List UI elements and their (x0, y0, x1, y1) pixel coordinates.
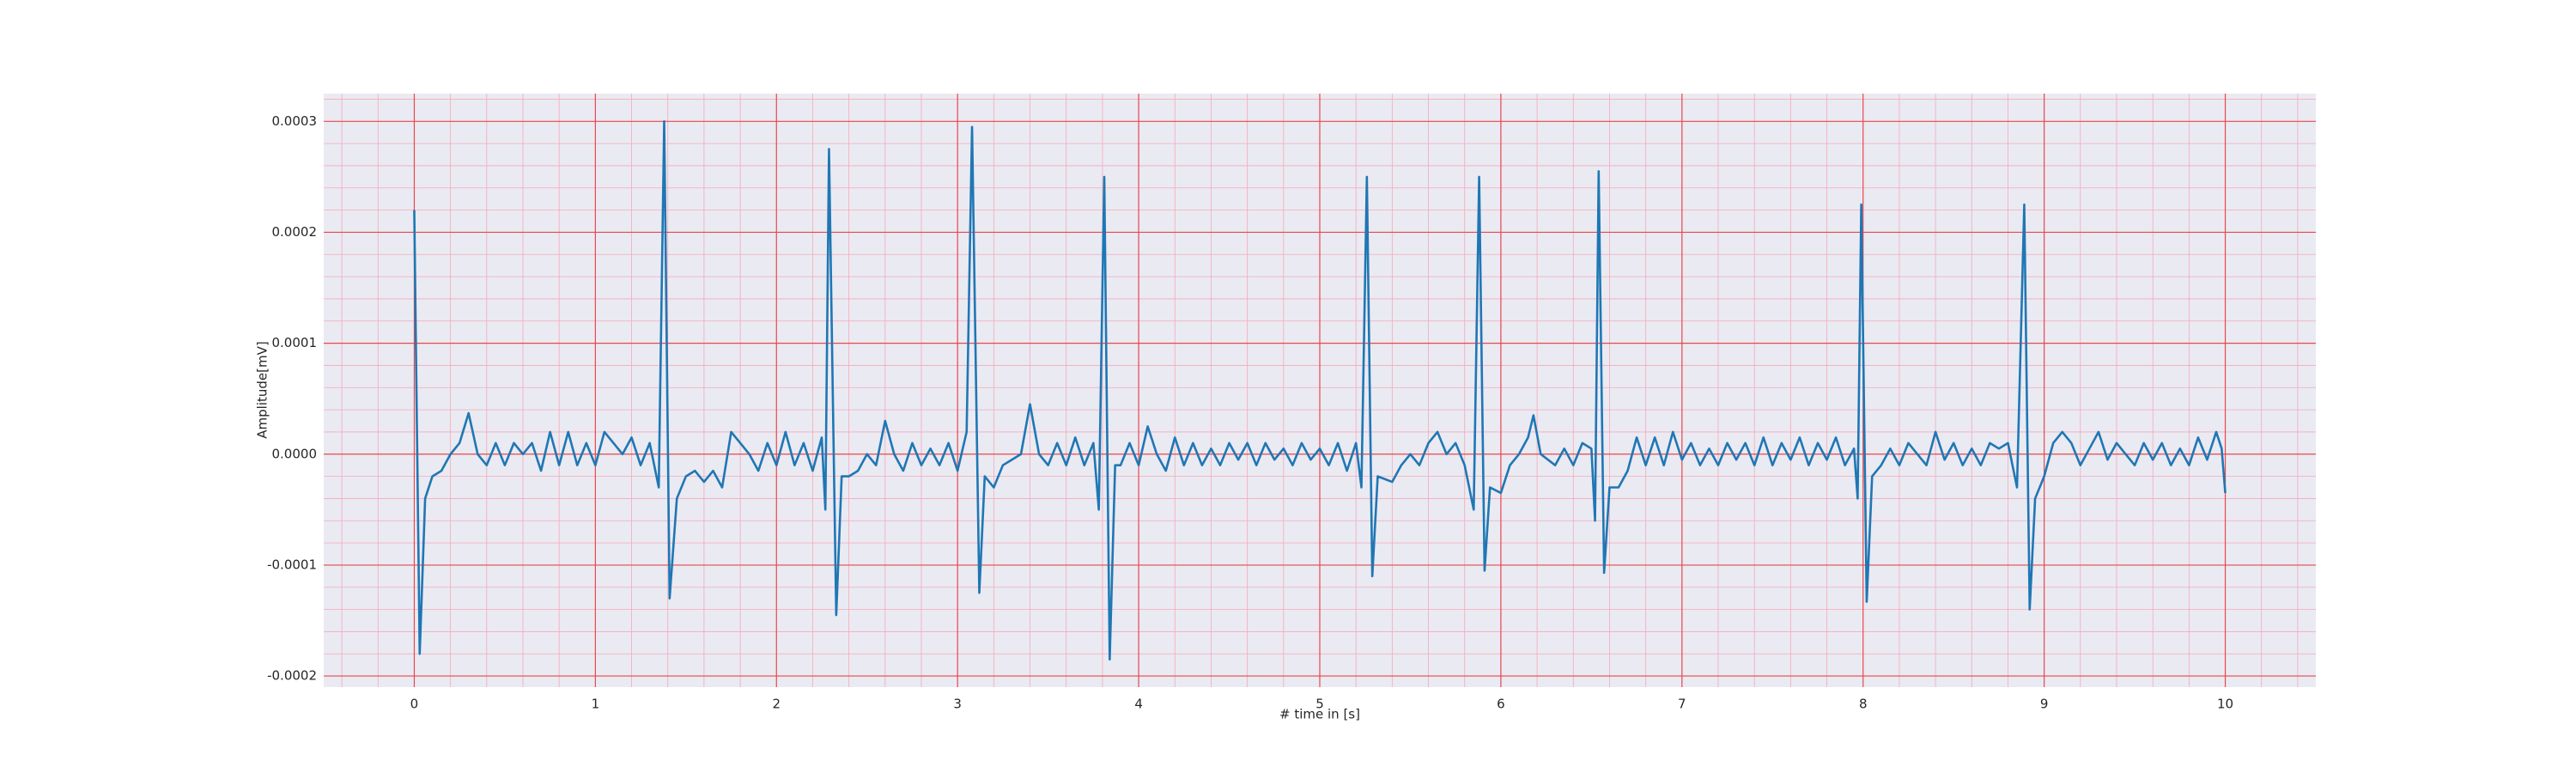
x-tick-label: 7 (1678, 697, 1686, 712)
x-tick-label: 5 (1315, 697, 1324, 712)
x-tick-label: 1 (592, 697, 600, 712)
x-tick-label: 2 (772, 697, 781, 712)
x-tick-label: 0 (410, 697, 419, 712)
y-tick-label: 0.0003 (272, 113, 318, 129)
x-axis-label: # time in [s] (1279, 707, 1360, 722)
grid (324, 94, 2316, 687)
x-tick-label: 10 (2217, 697, 2233, 712)
y-axis-label: Amplitude[mV] (255, 341, 270, 438)
marks (413, 119, 2227, 661)
ecg-line (413, 119, 2227, 661)
x-tick-label: 9 (2040, 697, 2049, 712)
y-tick-label: 0.0002 (272, 224, 318, 240)
y-tick-label: 0.0000 (272, 446, 318, 461)
x-tick-label: 4 (1134, 697, 1143, 712)
x-tick-label: 3 (953, 697, 962, 712)
y-tick-label: -0.0002 (267, 668, 317, 684)
y-tick-label: 0.0001 (272, 335, 318, 350)
y-tick-label: -0.0001 (267, 557, 317, 572)
x-tick-label: 6 (1497, 697, 1505, 712)
x-tick-label: 8 (1859, 697, 1868, 712)
labels: # time in [s] Amplitude[mV] 0 1 2 3 4 5 6 7 8 9 10… (255, 113, 2234, 722)
